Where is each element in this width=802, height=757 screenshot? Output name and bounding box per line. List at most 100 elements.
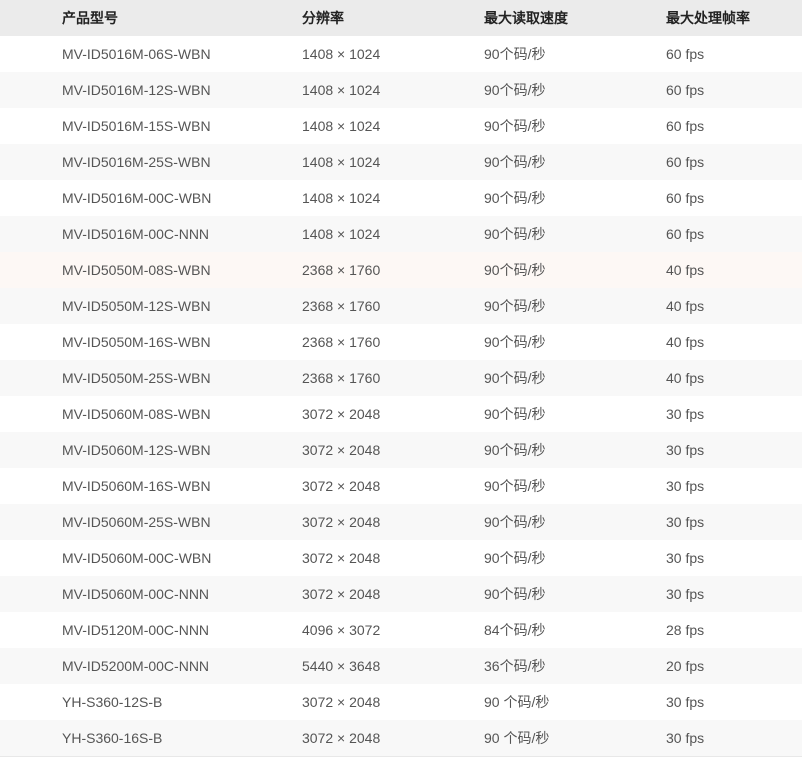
- cell-read-speed: 90个码/秒: [484, 144, 666, 180]
- cell-frame-rate: 40 fps: [666, 334, 705, 350]
- cell-read-speed: 90个码/秒: [484, 576, 666, 612]
- header-read-speed: 最大读取速度: [484, 0, 666, 36]
- cell-resolution: 1408 × 1024: [302, 46, 381, 62]
- table-row: MV-ID5016M-25S-WBN 1408 × 1024 90个码/秒 60 fp…: [0, 144, 802, 180]
- cell-read-speed: 90个码/秒: [484, 118, 546, 134]
- cell-resolution: 1408 × 1024: [302, 190, 381, 206]
- table-row: MV-ID5016M-06S-WBN 1408 × 1024 90个码/秒 60 fp…: [0, 36, 802, 72]
- table-header-row: 产品型号 分辨率 最大读取速度 最大处理帧率: [0, 0, 802, 36]
- header-frame-rate: 最大处理帧率: [666, 0, 802, 36]
- cell-model: YH-S360-16S-B: [62, 720, 302, 757]
- table-row: MV-ID5050M-16S-WBN 2368 × 1760 90个码/秒 40 fp…: [0, 324, 802, 360]
- cell-read-speed: 90 个码/秒: [484, 694, 550, 710]
- cell-resolution: 1408 × 1024: [302, 144, 484, 180]
- table-row: MV-ID5050M-25S-WBN 2368 × 1760 90个码/秒 40 fp…: [0, 360, 802, 396]
- cell-model: MV-ID5120M-00C-NNN: [62, 622, 210, 638]
- cell-model: MV-ID5060M-16S-WBN: [62, 478, 211, 494]
- table-row: MV-ID5050M-12S-WBN 2368 × 1760 90个码/秒 40 fp…: [0, 288, 802, 324]
- cell-frame-rate: 20 fps: [666, 648, 802, 684]
- cell-resolution: 4096 × 3072: [302, 622, 381, 638]
- table-row: YH-S360-12S-B 3072 × 2048 90 个码/秒 30 fps: [0, 684, 802, 720]
- cell-model: MV-ID5016M-06S-WBN: [62, 46, 211, 62]
- cell-frame-rate: 40 fps: [666, 360, 802, 396]
- cell-resolution: 3072 × 2048: [302, 550, 381, 566]
- cell-read-speed: 90个码/秒: [484, 478, 546, 494]
- cell-model: MV-ID5060M-00C-WBN: [62, 550, 212, 566]
- header-spacer: [0, 0, 62, 36]
- row-spacer: [0, 108, 62, 144]
- cell-read-speed: 90个码/秒: [484, 46, 546, 62]
- cell-frame-rate: 40 fps: [666, 252, 802, 288]
- table-row: YH-S360-16S-B 3072 × 2048 90 个码/秒 30 fps: [0, 720, 802, 757]
- row-spacer: [0, 540, 62, 576]
- cell-resolution: 1408 × 1024: [302, 72, 484, 108]
- cell-read-speed: 36个码/秒: [484, 648, 666, 684]
- cell-frame-rate: 60 fps: [666, 72, 802, 108]
- cell-read-speed: 90个码/秒: [484, 504, 666, 540]
- row-spacer: [0, 720, 62, 757]
- table-row: MV-ID5060M-00C-WBN 3072 × 2048 90个码/秒 30 fp…: [0, 540, 802, 576]
- cell-model: MV-ID5060M-08S-WBN: [62, 406, 211, 422]
- cell-read-speed: 90个码/秒: [484, 432, 666, 468]
- cell-frame-rate: 30 fps: [666, 432, 802, 468]
- table-row: MV-ID5060M-25S-WBN 3072 × 2048 90个码/秒 30 fp…: [0, 504, 802, 540]
- cell-frame-rate: 30 fps: [666, 478, 705, 494]
- cell-model: MV-ID5016M-00C-WBN: [62, 190, 212, 206]
- cell-model: MV-ID5016M-25S-WBN: [62, 144, 302, 180]
- row-spacer: [0, 576, 62, 612]
- row-spacer: [0, 396, 62, 432]
- cell-model: MV-ID5016M-12S-WBN: [62, 72, 302, 108]
- cell-resolution: 2368 × 1760: [302, 360, 484, 396]
- cell-model: MV-ID5060M-25S-WBN: [62, 504, 302, 540]
- cell-read-speed: 90个码/秒: [484, 190, 546, 206]
- cell-resolution: 3072 × 2048: [302, 504, 484, 540]
- cell-model: MV-ID5050M-16S-WBN: [62, 334, 211, 350]
- cell-frame-rate: 30 fps: [666, 694, 705, 710]
- table-row: MV-ID5120M-00C-NNN 4096 × 3072 84个码/秒 28 fp…: [0, 612, 802, 648]
- table-row: MV-ID5050M-08S-WBN 2368 × 1760 90个码/秒 40 fp…: [0, 252, 802, 288]
- row-spacer: [0, 324, 62, 360]
- row-spacer: [0, 252, 62, 288]
- cell-resolution: 3072 × 2048: [302, 406, 381, 422]
- cell-resolution: 2368 × 1760: [302, 288, 484, 324]
- cell-model: MV-ID5200M-00C-NNN: [62, 648, 302, 684]
- table-row: MV-ID5060M-00C-NNN 3072 × 2048 90个码/秒 30 fp…: [0, 576, 802, 612]
- table-row: MV-ID5060M-16S-WBN 3072 × 2048 90个码/秒 30 fp…: [0, 468, 802, 504]
- header-resolution: 分辨率: [302, 0, 484, 36]
- cell-model: YH-S360-12S-B: [62, 694, 163, 710]
- row-spacer: [0, 648, 62, 684]
- cell-resolution: 3072 × 2048: [302, 432, 484, 468]
- row-spacer: [0, 180, 62, 216]
- cell-resolution: 3072 × 2048: [302, 478, 381, 494]
- cell-model: MV-ID5050M-25S-WBN: [62, 360, 302, 396]
- cell-resolution: 5440 × 3648: [302, 648, 484, 684]
- row-spacer: [0, 36, 62, 72]
- cell-frame-rate: 30 fps: [666, 576, 802, 612]
- table-row: MV-ID5060M-12S-WBN 3072 × 2048 90个码/秒 30 fp…: [0, 432, 802, 468]
- row-spacer: [0, 468, 62, 504]
- cell-frame-rate: 30 fps: [666, 550, 705, 566]
- cell-frame-rate: 40 fps: [666, 288, 802, 324]
- cell-resolution: 3072 × 2048: [302, 576, 484, 612]
- table-row: MV-ID5016M-12S-WBN 1408 × 1024 90个码/秒 60 fp…: [0, 72, 802, 108]
- row-spacer: [0, 72, 62, 108]
- cell-model: MV-ID5050M-12S-WBN: [62, 288, 302, 324]
- cell-read-speed: 90个码/秒: [484, 288, 666, 324]
- cell-frame-rate: 30 fps: [666, 504, 802, 540]
- cell-frame-rate: 60 fps: [666, 216, 802, 252]
- row-spacer: [0, 216, 62, 252]
- cell-model: MV-ID5016M-00C-NNN: [62, 216, 302, 252]
- table-row: MV-ID5016M-15S-WBN 1408 × 1024 90个码/秒 60 fp…: [0, 108, 802, 144]
- cell-read-speed: 90个码/秒: [484, 72, 666, 108]
- cell-resolution: 3072 × 2048: [302, 720, 484, 757]
- cell-frame-rate: 28 fps: [666, 622, 705, 638]
- cell-frame-rate: 30 fps: [666, 406, 705, 422]
- row-spacer: [0, 288, 62, 324]
- row-spacer: [0, 432, 62, 468]
- cell-read-speed: 90个码/秒: [484, 406, 546, 422]
- table-row: MV-ID5016M-00C-WBN 1408 × 1024 90个码/秒 60 fp…: [0, 180, 802, 216]
- row-spacer: [0, 144, 62, 180]
- cell-resolution: 2368 × 1760: [302, 252, 484, 288]
- cell-read-speed: 90个码/秒: [484, 252, 666, 288]
